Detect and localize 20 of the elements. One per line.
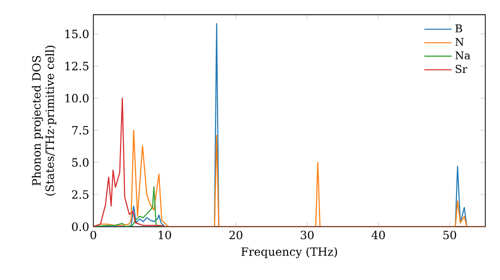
line-series <box>93 98 486 227</box>
x-axis-title: Frequency (THz) <box>241 247 338 258</box>
legend-label: Na <box>455 51 470 60</box>
y-axis-title: Phonon projected DOS (States/THz·primitive cell) <box>32 46 56 196</box>
y-tick-label: 7.5 <box>72 126 88 135</box>
x-tick-label: 10 <box>158 230 172 240</box>
x-tick-label: 40 <box>372 230 385 240</box>
y-tick-label: 15.0 <box>65 30 89 38</box>
x-tick-label: 0 <box>90 230 96 240</box>
x-tick-label: 20 <box>229 230 242 240</box>
y-tick-label: 10.0 <box>65 94 89 102</box>
y-tick-label: 5.0 <box>72 158 89 167</box>
y-tick-label: 0.0 <box>72 222 89 231</box>
legend-label: B <box>455 24 462 32</box>
legend-label: N <box>455 38 464 46</box>
y-tick-label: 12.5 <box>65 62 88 70</box>
legend-label: Sr <box>456 64 468 73</box>
x-tick-label: 30 <box>300 230 314 240</box>
y-tick-label: 2.5 <box>72 190 88 199</box>
x-tick-label: 50 <box>443 230 456 240</box>
